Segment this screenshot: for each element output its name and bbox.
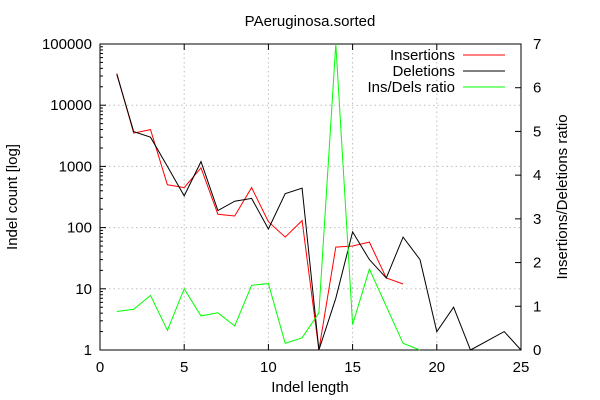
y-tick-label: 100000 bbox=[42, 36, 92, 53]
y2-tick-label: 5 bbox=[533, 123, 541, 140]
y-tick-label: 1 bbox=[84, 342, 92, 359]
y2-tick-label: 1 bbox=[533, 298, 541, 315]
y-tick-label: 10 bbox=[75, 281, 92, 298]
x-tick-label: 15 bbox=[344, 359, 361, 376]
y-tick-label: 1000 bbox=[59, 158, 92, 175]
y2-axis-label: Insertions/Deletions ratio bbox=[554, 114, 571, 279]
grid bbox=[100, 44, 521, 350]
y2-tick-label: 7 bbox=[533, 36, 541, 53]
x-tick-label: 5 bbox=[180, 359, 188, 376]
y-tick-label: 10000 bbox=[50, 97, 92, 114]
x-tick-label: 0 bbox=[96, 359, 104, 376]
y2-tick-label: 6 bbox=[533, 80, 541, 97]
plot-frame bbox=[99, 43, 522, 351]
x-axis-label: Indel length bbox=[271, 379, 349, 396]
y2-tick-label: 4 bbox=[533, 167, 541, 184]
series-line-deletions bbox=[116, 74, 522, 351]
x-tick-label: 20 bbox=[428, 359, 445, 376]
legend-label-ins-dels-ratio: Ins/Dels ratio bbox=[367, 79, 455, 96]
x-tick-label: 10 bbox=[260, 359, 277, 376]
y-axis-label: Indel count [log] bbox=[4, 144, 21, 250]
series bbox=[116, 43, 522, 351]
y-tick-label: 100 bbox=[67, 220, 92, 237]
series-line-insertions bbox=[116, 73, 404, 351]
chart-title: PAeruginosa.sorted bbox=[245, 13, 376, 30]
x-tick-label: 25 bbox=[513, 359, 530, 376]
legend-label-deletions: Deletions bbox=[392, 63, 455, 80]
y2-tick-label: 3 bbox=[533, 211, 541, 228]
y2-tick-label: 0 bbox=[533, 342, 541, 359]
legend-label-insertions: Insertions bbox=[390, 47, 455, 64]
series-line-ins-dels-ratio bbox=[116, 43, 421, 351]
y2-tick-label: 2 bbox=[533, 255, 541, 272]
